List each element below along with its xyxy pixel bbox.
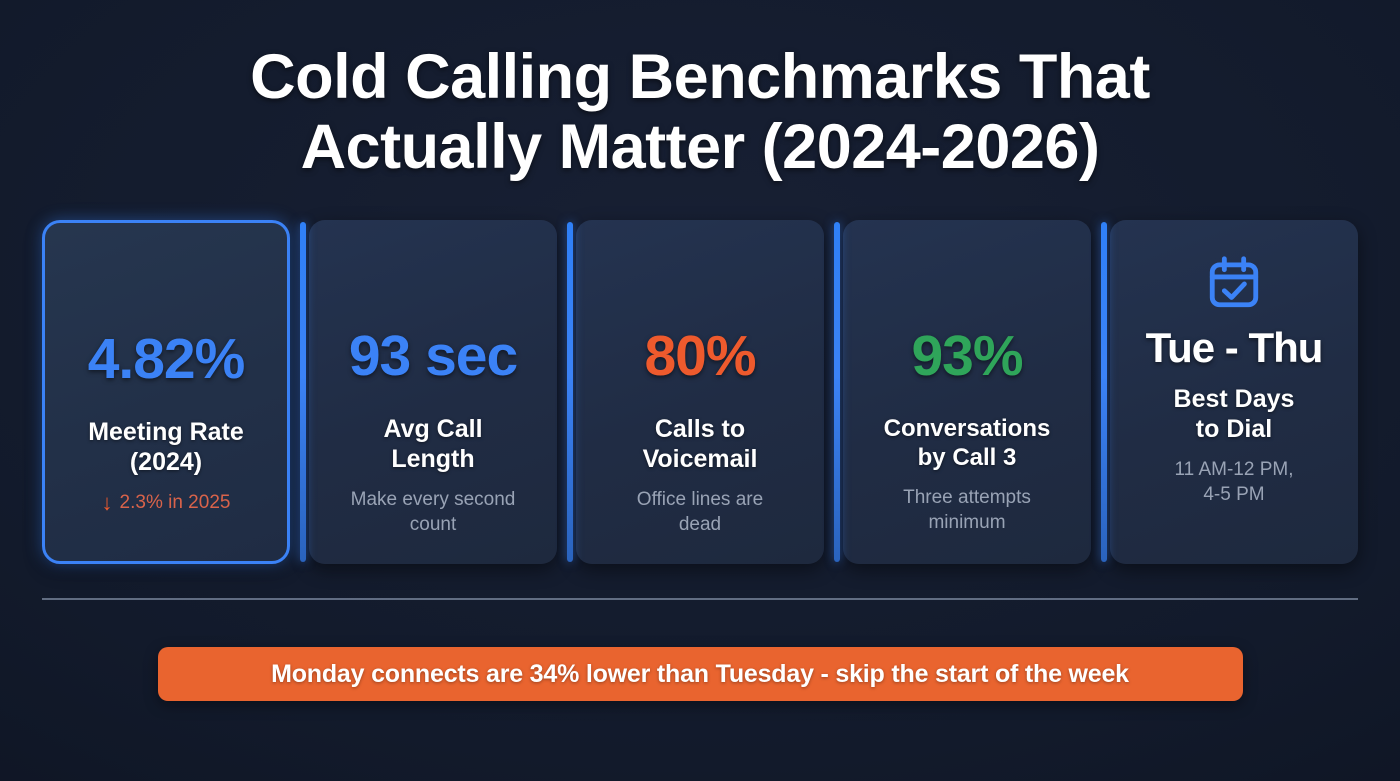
stat-sub-line-1: 11 AM-12 PM, [1174,459,1294,480]
calendar-check-icon [1205,252,1263,314]
stat-card-calls-to-voicemail[interactable]: 80% Calls to Voicemail Office lines are … [567,220,824,564]
stat-value: Tue - Thu [1145,324,1324,371]
stat-label-line-2: Voicemail [642,445,758,473]
stat-label-line-2: Length [391,445,475,473]
insight-banner-text: Monday connects are 34% lower than Tuesd… [271,659,1129,688]
stat-sub-line-2: minimum [928,512,1006,533]
stat-label-line-1: Conversations [883,415,1051,442]
page-title: Cold Calling Benchmarks That Actually Ma… [80,42,1320,182]
stat-sub: Make every second count [351,487,516,537]
stat-delta-text: 2.3% in 2025 [119,492,231,513]
page-title-line-1: Cold Calling Benchmarks That [250,42,1150,112]
card-accent-bar [1101,222,1107,562]
card-accent-bar [567,222,573,562]
stat-sub-line-1: Three attempts [903,487,1031,508]
arrow-down-icon: ↓ [101,489,113,515]
stat-sub-line-2: dead [678,514,722,535]
insight-banner: Monday connects are 34% lower than Tuesd… [157,647,1243,701]
stat-label-line-1: Best Days [1173,385,1295,413]
stat-value: 4.82% [87,327,246,391]
stat-card-row: 4.82% Meeting Rate (2024) ↓ 2.3% in 2025… [42,220,1358,564]
stat-card-best-days-to-dial[interactable]: Tue - Thu Best Days to Dial 11 AM-12 PM,… [1101,220,1358,564]
stat-delta: ↓ 2.3% in 2025 [102,490,231,515]
stat-card-meeting-rate[interactable]: 4.82% Meeting Rate (2024) ↓ 2.3% in 2025 [42,220,290,564]
stat-sub-line-2: 4-5 PM [1203,484,1265,505]
stat-value: 80% [644,324,756,388]
stat-label-line-1: Calls to [654,415,746,443]
stat-label-line-2: (2024) [129,448,203,476]
stat-sub-line-2: count [409,514,457,535]
stat-value: 93% [911,324,1023,388]
stat-card-avg-call-length[interactable]: 93 sec Avg Call Length Make every second… [300,220,557,564]
stat-label-line-2: by Call 3 [917,444,1017,471]
stat-sub: 11 AM-12 PM, 4-5 PM [1175,457,1294,507]
page-title-line-2: Actually Matter (2024-2026) [300,112,1100,182]
card-accent-bar [834,222,840,562]
stat-sub-line-1: Make every second [350,489,516,510]
card-accent-bar [300,222,306,562]
stat-sub: Three attempts minimum [903,485,1031,535]
stat-label-line-2: to Dial [1195,415,1273,443]
stat-label-line-1: Meeting Rate [88,418,244,446]
stat-label-line-1: Avg Call [383,415,483,443]
stat-sub-line-1: Office lines are [636,489,764,510]
stat-sub: Office lines are dead [637,487,763,537]
stat-value: 93 sec [348,324,518,388]
section-divider [42,598,1358,600]
stat-card-conversations-by-call-3[interactable]: 93% Conversations by Call 3 Three attemp… [834,220,1091,564]
